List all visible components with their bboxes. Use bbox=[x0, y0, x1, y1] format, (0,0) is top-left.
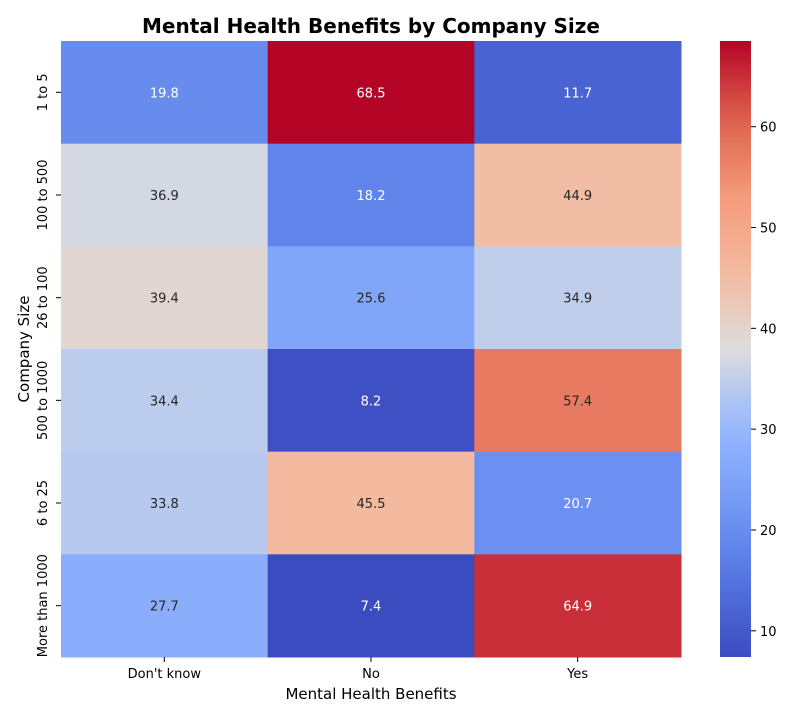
colorbar-tick-label: 20 bbox=[760, 524, 777, 539]
colorbar-tick-label: 10 bbox=[760, 625, 777, 640]
cell-value-label: 34.9 bbox=[563, 292, 592, 307]
cell-value-label: 19.8 bbox=[150, 86, 179, 101]
x-axis: Don't know No Yes bbox=[128, 657, 588, 682]
heatmap-cell bbox=[61, 349, 269, 453]
heatmap-cell bbox=[61, 143, 269, 247]
heatmap-cell bbox=[61, 41, 269, 145]
heatmap-cell bbox=[267, 451, 475, 555]
heatmap-cell bbox=[267, 143, 475, 247]
colorbar-tick-label: 40 bbox=[760, 322, 777, 337]
cell-value-label: 7.4 bbox=[361, 600, 382, 615]
colorbar-tick-label: 60 bbox=[760, 121, 777, 136]
cell-value-label: 18.2 bbox=[357, 189, 386, 204]
cell-value-label: 57.4 bbox=[563, 394, 592, 409]
heatmap-cells bbox=[61, 41, 682, 658]
colorbar-ticks: 10 20 30 40 50 60 bbox=[751, 121, 777, 640]
cell-value-label: 45.5 bbox=[357, 497, 386, 512]
cell-value-label: 8.2 bbox=[361, 394, 382, 409]
cell-value-label: 64.9 bbox=[563, 600, 592, 615]
y-tick-label: 1 to 5 bbox=[36, 73, 51, 111]
heatmap-cell bbox=[267, 554, 475, 658]
colorbar bbox=[720, 41, 751, 657]
heatmap-cell bbox=[474, 41, 682, 145]
y-tick-label: More than 1000 bbox=[36, 554, 51, 657]
heatmap-cell bbox=[474, 451, 682, 555]
cell-value-label: 33.8 bbox=[150, 497, 179, 512]
cell-value-label: 68.5 bbox=[357, 86, 386, 101]
cell-value-label: 34.4 bbox=[150, 394, 179, 409]
y-tick-label: 26 to 100 bbox=[36, 266, 51, 329]
x-tick-label: Don't know bbox=[128, 667, 202, 682]
x-tick-label: No bbox=[362, 667, 380, 682]
heatmap-cell bbox=[61, 554, 269, 658]
cell-value-labels: 19.8 68.5 11.7 36.9 18.2 44.9 39.4 25.6 34.9 34.4… bbox=[150, 86, 592, 614]
cell-value-label: 11.7 bbox=[563, 86, 592, 101]
x-axis-label: Mental Health Benefits bbox=[285, 685, 456, 703]
y-axis-label: Company Size bbox=[15, 296, 33, 403]
y-axis: 1 to 5 100 to 500 26 to 100 500 to 1000 6 to… bbox=[36, 73, 61, 657]
cell-value-label: 44.9 bbox=[563, 189, 592, 204]
colorbar-tick-label: 30 bbox=[760, 423, 777, 438]
colorbar-tick-label: 50 bbox=[760, 222, 777, 237]
y-tick-label: 100 to 500 bbox=[36, 160, 51, 231]
cell-value-label: 27.7 bbox=[150, 600, 179, 615]
heatmap-cell bbox=[61, 451, 269, 555]
cell-value-label: 20.7 bbox=[563, 497, 592, 512]
x-tick-label: Yes bbox=[566, 667, 588, 682]
cell-value-label: 39.4 bbox=[150, 292, 179, 307]
heatmap-cell bbox=[61, 246, 269, 350]
heatmap-cell bbox=[474, 554, 682, 658]
heatmap-cell bbox=[267, 41, 475, 145]
cell-value-label: 25.6 bbox=[357, 292, 386, 307]
cell-value-label: 36.9 bbox=[150, 189, 179, 204]
y-tick-label: 6 to 25 bbox=[36, 480, 51, 526]
heatmap-cell bbox=[267, 349, 475, 453]
heatmap-cell bbox=[267, 246, 475, 350]
chart-title: Mental Health Benefits by Company Size bbox=[142, 14, 600, 38]
heatmap-cell bbox=[474, 349, 682, 453]
y-tick-label: 500 to 1000 bbox=[36, 361, 51, 440]
heatmap-cell bbox=[474, 246, 682, 350]
heatmap-cell bbox=[474, 143, 682, 247]
